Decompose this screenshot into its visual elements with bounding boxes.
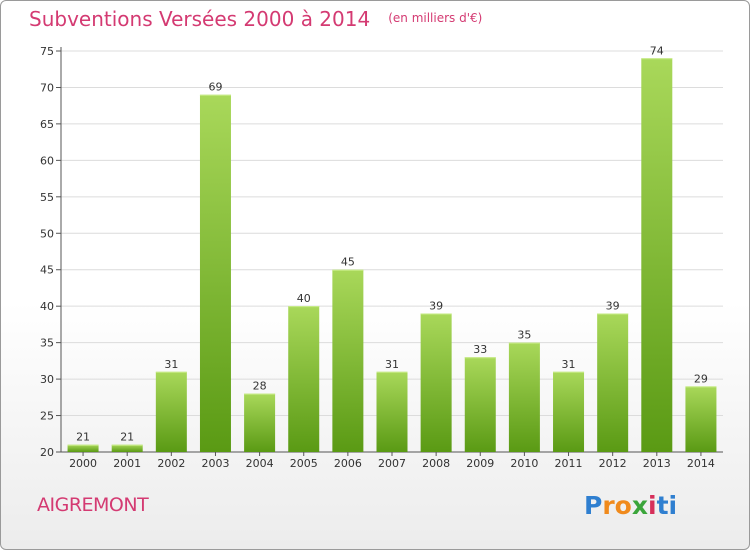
x-tick-label: 2010 (510, 457, 538, 470)
x-tick-label: 2011 (555, 457, 583, 470)
bar-2001 (111, 444, 143, 452)
x-tick-label: 2003 (201, 457, 229, 470)
logo-letter: o (614, 491, 632, 520)
bars (67, 58, 717, 453)
value-label: 31 (385, 358, 399, 371)
title-row: Subventions Versées 2000 à 2014 (en mill… (29, 7, 482, 31)
value-label: 69 (208, 81, 222, 94)
bar-2008 (420, 313, 452, 452)
x-tick-label: 2009 (466, 457, 494, 470)
x-tick-label: 2006 (334, 457, 362, 470)
x-tick-label: 2005 (290, 457, 318, 470)
y-tick-label: 55 (40, 191, 54, 204)
value-label: 31 (562, 358, 576, 371)
bar-2005 (288, 306, 320, 452)
x-tick-label: 2014 (687, 457, 715, 470)
chart-title: Subventions Versées 2000 à 2014 (29, 7, 371, 31)
y-tick-label: 70 (40, 81, 54, 94)
value-label: 39 (429, 299, 443, 312)
x-tick-label: 2002 (157, 457, 185, 470)
bar-2006 (332, 269, 364, 452)
y-tick-label: 40 (40, 300, 54, 313)
y-tick-label: 20 (40, 446, 54, 459)
x-tick-label: 2000 (69, 457, 97, 470)
chart-subtitle: (en milliers d'€) (388, 11, 483, 25)
bar-2003 (199, 94, 231, 452)
y-tick-label: 60 (40, 154, 54, 167)
x-tick-label: 2008 (422, 457, 450, 470)
proxiti-logo: Proxiti (584, 491, 677, 520)
labels: 20 25 30 35 40 45 50 55 60 65 70 75 21 2000 21 2001 31 20… (40, 44, 715, 470)
bar-2012 (597, 313, 629, 452)
x-tick-label: 2007 (378, 457, 406, 470)
logo-letter: i (668, 491, 678, 520)
bar-2013 (641, 58, 673, 453)
x-tick-label: 2001 (113, 457, 141, 470)
value-label: 33 (473, 343, 487, 356)
value-label: 21 (120, 431, 134, 444)
y-tick-label: 50 (40, 227, 54, 240)
y-tick-label: 45 (40, 264, 54, 277)
logo-letter: t (656, 491, 669, 520)
y-tick-label: 25 (40, 410, 54, 423)
y-tick-label: 65 (40, 118, 54, 131)
x-tick-label: 2012 (599, 457, 627, 470)
y-tick-label: 30 (40, 373, 54, 386)
value-label: 21 (76, 431, 90, 444)
value-label: 28 (253, 380, 267, 393)
logo-letter: i (648, 491, 657, 520)
bar-2014 (685, 386, 717, 452)
bar-2011 (553, 371, 585, 452)
value-label: 40 (297, 292, 311, 305)
logo-letter: r (602, 491, 615, 520)
value-label: 39 (606, 299, 620, 312)
commune-name: AIGREMONT (37, 494, 149, 516)
value-label: 29 (694, 372, 708, 385)
x-tick-label: 2013 (643, 457, 671, 470)
y-tick-label: 35 (40, 337, 54, 350)
bar-2000 (67, 444, 99, 452)
bar-2004 (244, 393, 276, 452)
y-tick-label: 75 (40, 45, 54, 58)
value-label: 35 (517, 329, 531, 342)
bar-2002 (155, 371, 187, 452)
x-tick-label: 2004 (246, 457, 274, 470)
bar-2010 (508, 342, 540, 452)
bar-2009 (464, 357, 496, 452)
value-label: 45 (341, 256, 355, 269)
logo-letter: x (631, 491, 648, 520)
bar-2007 (376, 371, 408, 452)
logo-letter: P (584, 491, 603, 520)
value-label: 31 (164, 358, 178, 371)
value-label: 74 (650, 44, 664, 57)
